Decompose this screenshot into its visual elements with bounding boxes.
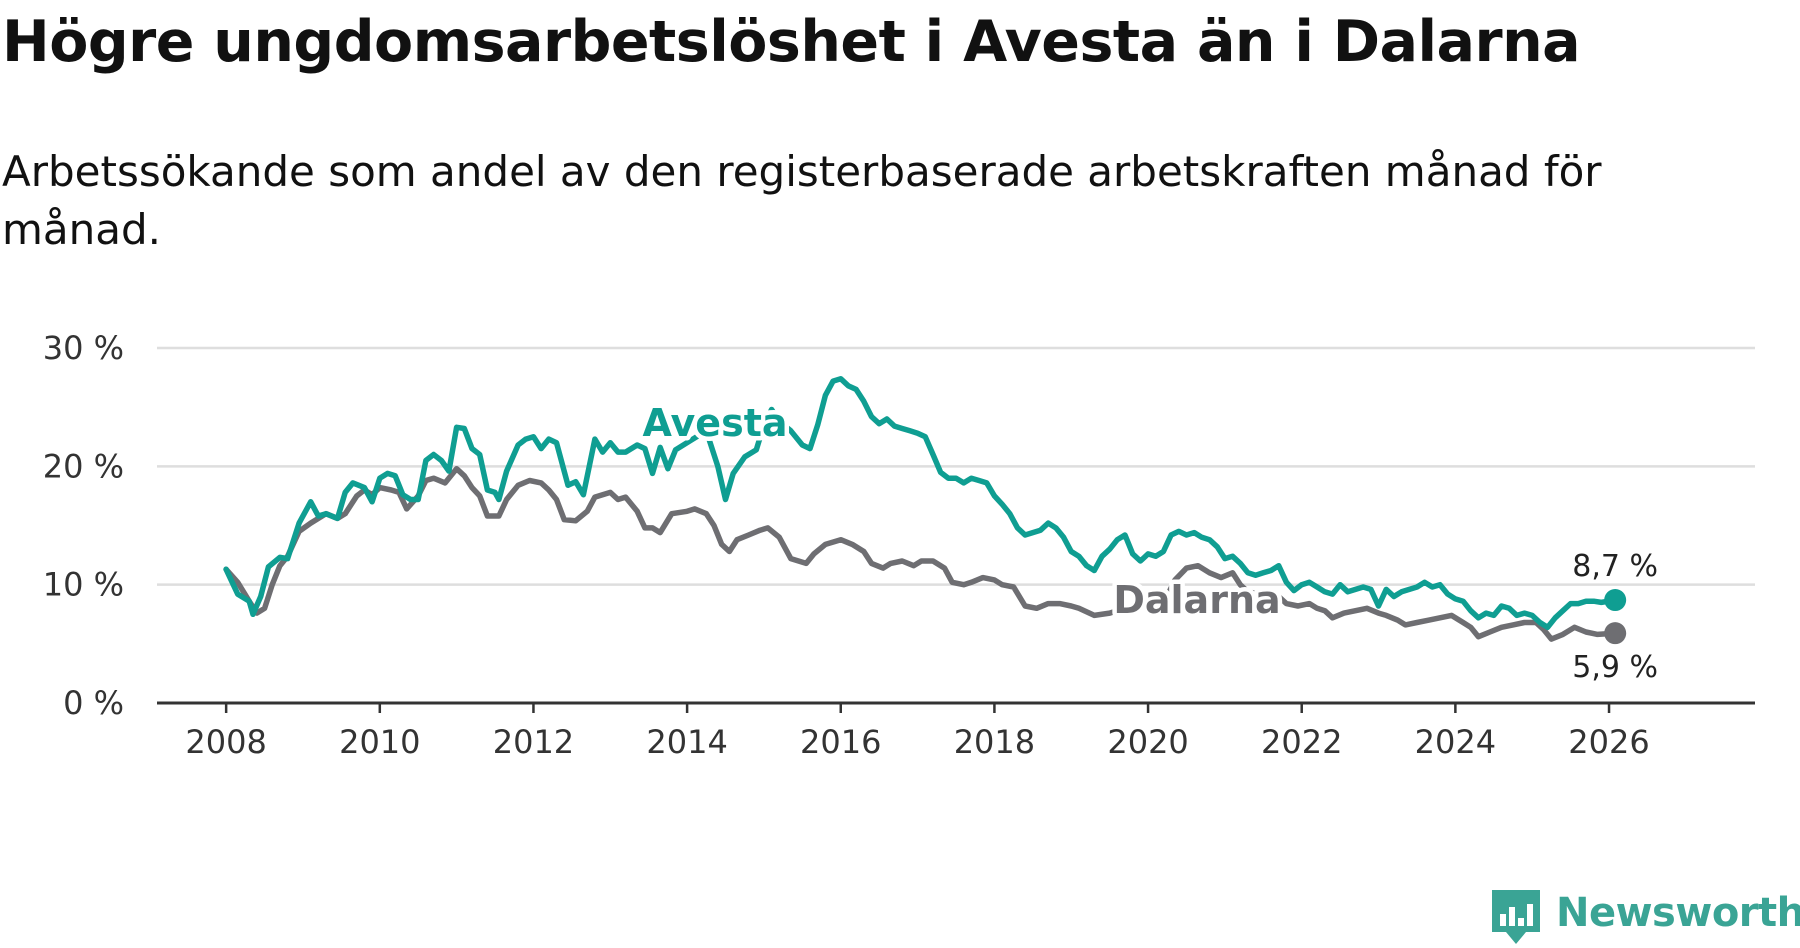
y-tick-label: 20 % <box>43 447 124 485</box>
newsworthy-logo: Newsworthy <box>1488 888 1800 946</box>
x-tick-label: 2024 <box>1415 723 1496 761</box>
y-tick-label: 0 % <box>63 684 124 722</box>
avesta-end-value-label: 8,7 % <box>1572 549 1658 584</box>
avesta-end-point <box>1604 589 1627 612</box>
x-tick-label: 2012 <box>493 723 574 761</box>
x-tick-label: 2016 <box>800 723 881 761</box>
dalarna-end-point <box>1604 622 1627 645</box>
dalarna-end-value-label: 5,9 % <box>1572 650 1658 685</box>
x-tick-label: 2014 <box>646 723 727 761</box>
avesta-line <box>223 376 1618 631</box>
x-tick-label: 2020 <box>1107 723 1188 761</box>
x-tick-label: 2008 <box>185 723 266 761</box>
dalarna-series-label: Dalarna <box>1113 578 1280 622</box>
x-tick-label: 2018 <box>954 723 1035 761</box>
y-tick-label: 30 % <box>43 329 124 367</box>
chart-title: Högre ungdomsarbetslöshet i Avesta än i … <box>2 9 1581 75</box>
y-tick-label: 10 % <box>43 566 124 604</box>
x-tick-label: 2026 <box>1568 723 1649 761</box>
chart-subtitle: Arbetssökande som andel av den registerb… <box>2 147 1602 254</box>
newsworthy-logo-text: Newsworthy <box>1556 890 1800 936</box>
newsworthy-logo-icon <box>1492 890 1540 944</box>
x-tick-label: 2010 <box>339 723 420 761</box>
x-tick-label: 2022 <box>1261 723 1342 761</box>
avesta-series-label: Avesta <box>642 401 787 445</box>
dalarna-line <box>223 465 1618 642</box>
line-chart: 0 % 10 % 20 % 30 % 2008 2010 2012 2014 2016 2018 2… <box>43 329 1755 761</box>
